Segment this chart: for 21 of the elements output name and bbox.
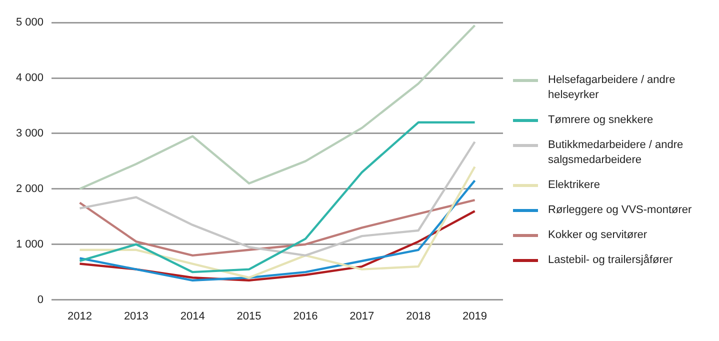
legend-label: Lastebil- og trailersjåfører: [548, 253, 673, 268]
legend-label: Rørleggere og VVS-montører: [548, 203, 692, 218]
x-tick-label: 2018: [406, 310, 431, 322]
legend-label: Butikkmedarbeidere / andre salgsmedarbeidere: [548, 138, 684, 168]
x-tick-label: 2014: [180, 310, 205, 322]
y-tick-label: 1 000: [16, 238, 44, 250]
x-tick-label: 2019: [462, 310, 488, 322]
x-tick-label: 2016: [293, 310, 318, 322]
y-tick-label: 3 000: [16, 128, 44, 140]
legend-label: Elektrikere: [548, 178, 600, 193]
y-tick-label: 2 000: [16, 182, 44, 195]
legend-label: Kokker og servitører: [548, 228, 648, 243]
legend-label: Tømrere og snekkere: [548, 113, 654, 128]
y-tick-label: 0: [37, 294, 44, 306]
x-tick-label: 2015: [236, 310, 262, 322]
y-tick-label: 5 000: [16, 16, 44, 29]
legend-label: Helsefagarbeidere / andre helseyrker: [548, 73, 676, 103]
x-tick-label: 2012: [68, 310, 92, 322]
x-tick-label: 2013: [124, 310, 148, 322]
y-tick-label: 4 000: [16, 72, 44, 84]
x-tick-label: 2017: [350, 310, 374, 322]
